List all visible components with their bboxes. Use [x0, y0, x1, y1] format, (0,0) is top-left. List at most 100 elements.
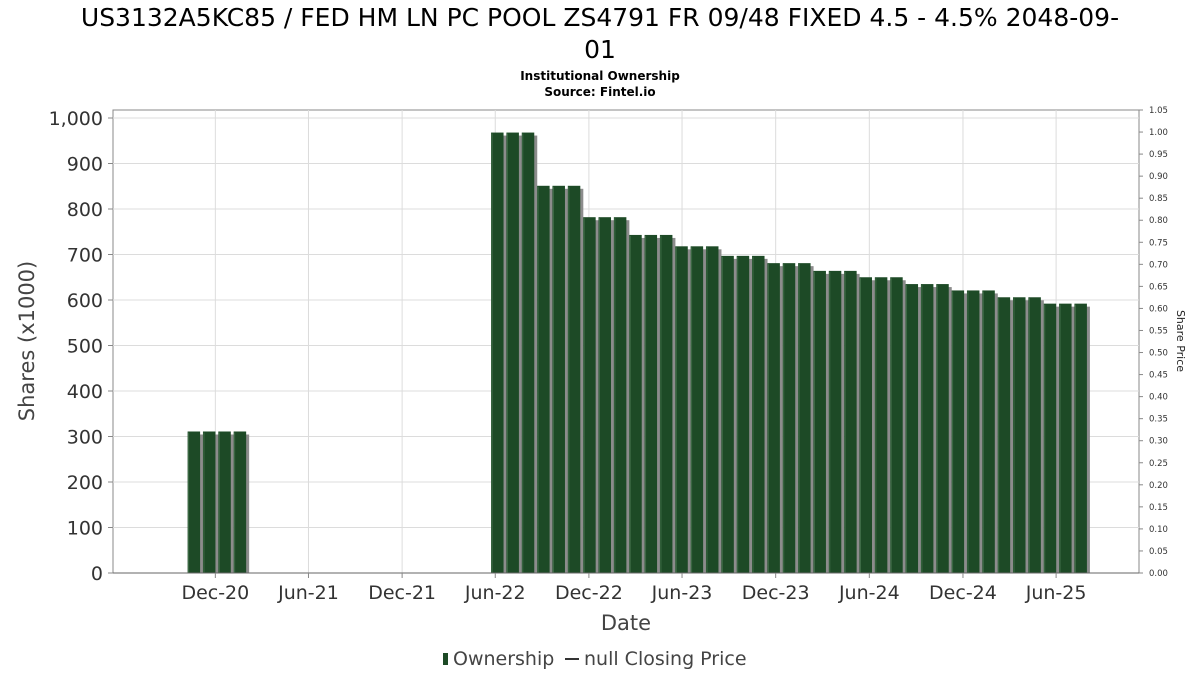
bar: [982, 290, 995, 573]
y2-tick-label: 0.15: [1149, 503, 1168, 513]
bar: [828, 270, 842, 573]
x-tick-label: Dec-23: [742, 582, 810, 604]
y2-tick-label: 0.80: [1149, 216, 1168, 226]
y-tick-label: 800: [67, 199, 103, 221]
y2-tick-label: 0.90: [1149, 172, 1168, 182]
y2-tick-label: 0.45: [1149, 371, 1168, 381]
bar: [233, 431, 247, 573]
y2-axis-label: Share Price: [1174, 310, 1187, 372]
bar: [202, 431, 216, 573]
x-tick-label: Dec-24: [929, 582, 997, 604]
bar: [936, 284, 949, 573]
chart-subtitle: Institutional Ownership Source: Fintel.i…: [0, 68, 1200, 100]
y2-tick-label: 0.95: [1149, 150, 1168, 160]
bar: [767, 263, 780, 573]
y2-tick-label: 0.60: [1149, 304, 1168, 314]
bar: [552, 185, 565, 574]
bar: [1074, 303, 1087, 573]
bar: [491, 132, 504, 573]
y-axis-left: 0 100 200 300 400 500 600 700 800 900 1,000: [49, 108, 113, 585]
chart-title-line-2: 01: [584, 35, 616, 64]
x-tick-label: Dec-21: [368, 582, 436, 604]
x-tick-label: Jun-22: [464, 582, 526, 604]
bar: [521, 132, 535, 573]
bar-series-ownership: [187, 132, 1090, 574]
bar: [1059, 303, 1072, 573]
y-axis-label: Shares (x1000): [15, 261, 39, 421]
y2-tick-label: 0.20: [1149, 481, 1168, 491]
chart-title: US3132A5KC85 / FED HM LN PC POOL ZS4791 …: [0, 2, 1200, 66]
bar: [705, 246, 719, 573]
bar: [997, 297, 1011, 573]
bar: [659, 234, 673, 573]
y2-tick-label: 0.05: [1149, 547, 1168, 557]
x-axis: Dec-20 Jun-21 Dec-21 Jun-22 Dec-22 Jun-23 Dec-…: [181, 573, 1086, 604]
bar: [798, 263, 811, 573]
bar: [844, 270, 857, 573]
bar: [690, 246, 704, 573]
bar: [613, 217, 627, 573]
y-tick-label: 300: [67, 427, 103, 449]
bar: [1013, 297, 1026, 573]
bar: [218, 431, 231, 573]
x-tick-label: Dec-20: [181, 582, 249, 604]
y-axis-right: 0.00 0.05 0.10 0.15 0.20 0.25 0.30 0.35 0.40 0.45…: [1139, 106, 1168, 579]
x-tick-label: Jun-25: [1025, 582, 1087, 604]
bar: [629, 234, 642, 573]
y2-tick-label: 0.10: [1149, 525, 1168, 535]
y-tick-label: 100: [67, 518, 103, 540]
x-axis-label: Date: [601, 611, 651, 635]
legend-ownership-label: Ownership: [453, 648, 554, 670]
chart-title-line-1: US3132A5KC85 / FED HM LN PC POOL ZS4791 …: [80, 3, 1120, 32]
bar: [598, 217, 612, 573]
y-tick-label: 900: [67, 154, 103, 176]
y2-tick-label: 0.00: [1149, 569, 1168, 579]
bar: [813, 270, 826, 573]
bar: [675, 246, 688, 573]
y-tick-label: 500: [67, 336, 103, 358]
bar: [874, 277, 888, 573]
chart-subtitle-line-1: Institutional Ownership: [520, 69, 680, 83]
x-tick-label: Jun-21: [277, 582, 339, 604]
bar: [920, 284, 934, 573]
chart-subtitle-line-2: Source: Fintel.io: [544, 85, 656, 99]
bar: [905, 284, 919, 573]
x-tick-label: Jun-23: [651, 582, 713, 604]
bar: [1043, 303, 1057, 573]
y2-tick-label: 0.65: [1149, 282, 1168, 292]
bar: [966, 290, 980, 573]
y2-tick-label: 1.05: [1149, 106, 1168, 116]
bar: [583, 217, 596, 573]
x-tick-label: Dec-22: [555, 582, 623, 604]
y2-tick-label: 0.85: [1149, 194, 1168, 204]
y-tick-label: 600: [67, 290, 103, 312]
y-tick-label: 400: [67, 381, 103, 403]
bar: [782, 263, 796, 573]
bar: [752, 255, 765, 574]
y2-tick-label: 0.70: [1149, 260, 1168, 270]
y2-tick-label: 0.50: [1149, 349, 1168, 359]
y2-tick-label: 0.55: [1149, 326, 1168, 336]
y2-tick-label: 0.35: [1149, 415, 1168, 425]
bar: [187, 431, 201, 573]
y2-tick-label: 0.75: [1149, 238, 1168, 248]
y2-tick-label: 0.30: [1149, 437, 1168, 447]
y2-tick-label: 1.00: [1149, 128, 1168, 138]
bar: [644, 234, 658, 573]
bar: [567, 185, 581, 574]
y2-tick-label: 0.25: [1149, 459, 1168, 469]
y-tick-label: 1,000: [49, 108, 103, 130]
bar: [859, 277, 872, 573]
bar: [537, 185, 550, 574]
bar: [951, 290, 965, 573]
bar: [721, 255, 734, 574]
bar: [506, 132, 519, 573]
bar: [736, 255, 750, 574]
legend-closing-price-label: null Closing Price: [584, 648, 747, 670]
legend-ownership-swatch: [443, 653, 448, 665]
y-tick-label: 200: [67, 472, 103, 494]
x-tick-label: Jun-24: [838, 582, 900, 604]
bar: [890, 277, 903, 573]
y-tick-label: 0: [91, 563, 103, 585]
